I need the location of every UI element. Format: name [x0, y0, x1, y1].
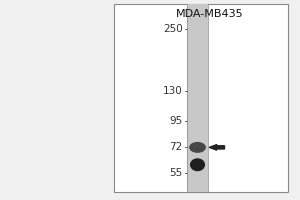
- Bar: [114, 4, 288, 192]
- Text: MDA-MB435: MDA-MB435: [176, 9, 244, 19]
- FancyArrow shape: [209, 145, 224, 150]
- Text: 130: 130: [163, 86, 182, 96]
- Text: 95: 95: [169, 116, 182, 126]
- Text: 250: 250: [163, 24, 182, 34]
- Text: 55: 55: [169, 168, 182, 178]
- Ellipse shape: [189, 142, 206, 153]
- Bar: [187, 4, 208, 192]
- Text: 72: 72: [169, 142, 182, 152]
- Ellipse shape: [190, 158, 205, 171]
